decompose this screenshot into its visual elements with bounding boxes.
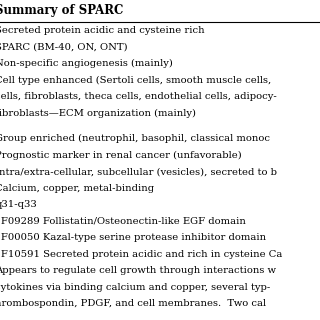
Text: q31-q33: q31-q33: [0, 200, 37, 209]
Text: Non-specific angiogenesis (mainly): Non-specific angiogenesis (mainly): [0, 59, 173, 68]
Text: fibroblasts—ECM organization (mainly): fibroblasts—ECM organization (mainly): [0, 108, 196, 118]
Text: •F00050 Kazal-type serine protease inhibitor domain: •F00050 Kazal-type serine protease inhib…: [0, 233, 266, 242]
Text: •F10591 Secreted protein acidic and rich in cysteine Ca: •F10591 Secreted protein acidic and rich…: [0, 250, 282, 259]
Text: Summary of SPARC: Summary of SPARC: [0, 4, 124, 17]
Text: Group enriched (neutrophil, basophil, classical monoc: Group enriched (neutrophil, basophil, cl…: [0, 134, 270, 143]
Text: SPARC (BM-40, ON, ONT): SPARC (BM-40, ON, ONT): [0, 43, 128, 52]
Text: Appears to regulate cell growth through interactions w: Appears to regulate cell growth through …: [0, 266, 276, 275]
Text: •F09289 Follistatin/Osteonectin-like EGF domain: •F09289 Follistatin/Osteonectin-like EGF…: [0, 217, 246, 226]
Text: Prognostic marker in renal cancer (unfavorable): Prognostic marker in renal cancer (unfav…: [0, 151, 242, 160]
Text: hrombospondin, PDGF, and cell membranes.  Two cal: hrombospondin, PDGF, and cell membranes.…: [0, 299, 266, 308]
Text: Calcium, copper, metal-binding: Calcium, copper, metal-binding: [0, 184, 154, 193]
Text: Secreted protein acidic and cysteine rich: Secreted protein acidic and cysteine ric…: [0, 26, 204, 35]
Text: Intra/extra-cellular, subcellular (vesicles), secreted to b: Intra/extra-cellular, subcellular (vesic…: [0, 167, 277, 176]
Text: cytokines via binding calcium and copper, several typ-: cytokines via binding calcium and copper…: [0, 283, 270, 292]
Text: Cell type enhanced (Sertoli cells, smooth muscle cells,: Cell type enhanced (Sertoli cells, smoot…: [0, 76, 271, 84]
Text: cells, fibroblasts, theca cells, endothelial cells, adipocy-: cells, fibroblasts, theca cells, endothe…: [0, 92, 277, 101]
